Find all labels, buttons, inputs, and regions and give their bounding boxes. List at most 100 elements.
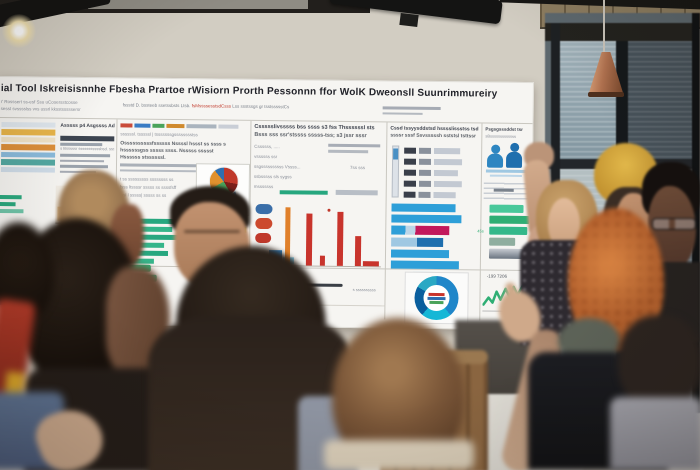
- subtitle-mid-1: fssstd D. bssteeb ssetssbsts Ltsb.: [122, 102, 191, 109]
- people-icon-head-1: [491, 144, 501, 154]
- chart-item: [427, 296, 446, 300]
- chart-item: [391, 214, 462, 224]
- chart-item: [255, 203, 273, 215]
- panel3-right-1: 7ss sss: [349, 164, 366, 171]
- chart-item: [403, 169, 458, 177]
- glass-frame-right: [692, 13, 700, 413]
- chart-item: [428, 292, 445, 296]
- bottom-man-collar: [324, 440, 474, 470]
- chart-item: [134, 123, 151, 128]
- chart-item: [60, 153, 111, 157]
- panel4-heading-1: Cssd Issyysddstsd hsssslissstss tsd: [390, 125, 479, 133]
- pendant-lamp-rim: [588, 92, 624, 97]
- panel2-para-3: Hssssss stssssssl.: [120, 154, 166, 161]
- panel3-label-1: Cssssss, .....: [254, 143, 280, 150]
- bottom-right-hair: [618, 315, 700, 410]
- panel5-sub: sBsssssssssssss: [485, 133, 517, 139]
- glass-pane-upper-right: [628, 41, 692, 159]
- chart-item: [390, 249, 450, 259]
- fixture-bracket: [399, 12, 419, 28]
- chart-item: [362, 261, 379, 267]
- subtitle-mid-red: fsMssssesstsdCsss: [191, 103, 232, 109]
- panel3-oval-chips: [255, 203, 273, 244]
- chart-item: [60, 135, 115, 142]
- panel4-heading-2: ssssr sssf Ssvsssssh sststsl tsttssr: [390, 132, 477, 140]
- chart-item: [429, 300, 444, 304]
- panel4-chip-rows: [403, 147, 463, 199]
- chart-item: [1, 152, 56, 158]
- chart-item: [403, 191, 456, 199]
- chart-item: [0, 202, 16, 207]
- poster-subtitle-left-2: sesst svsssslss vvs ussrl kksstsssssersr: [0, 106, 81, 112]
- footer-right-text: s ssssssssss: [352, 287, 376, 293]
- chart-item: [0, 209, 24, 214]
- person-longhair: [148, 246, 358, 470]
- chart-item: [0, 195, 22, 200]
- panel1-line2: s Bsssssr sssssssssssbsd. ssss s: [60, 145, 115, 152]
- panel1-striped-table: [0, 122, 56, 173]
- chart-item: [0, 167, 55, 173]
- donut-ring: [414, 275, 459, 321]
- panel3-teal-progress: [279, 190, 328, 195]
- chart-item: [59, 164, 108, 168]
- panel4-slider-track: [391, 145, 400, 198]
- person-bottom-right: [610, 315, 700, 470]
- center-man-eyes: [184, 230, 240, 233]
- wave-dark-mark: [493, 188, 514, 192]
- panel3-label-3: ssgssssssssss Vssss...: [253, 163, 301, 170]
- panel3-label-2: vssssss ssr: [254, 153, 278, 160]
- panel1-teal-bars: [0, 195, 24, 214]
- poster-subtitle-left-1: r' Rosssert ss-esf Ssu uCosersstcosse: [0, 99, 78, 105]
- chart-item: [60, 159, 105, 163]
- chart-item: [120, 123, 133, 128]
- chart-item: [354, 236, 362, 267]
- panel3-right-smudge: [328, 143, 381, 154]
- panel5-chip-label: 45s: [477, 228, 484, 234]
- light-bulb-glow: [2, 14, 36, 48]
- chart-item: [1, 137, 56, 143]
- glass-header-beam: [545, 23, 700, 41]
- panel4-blue-bars: [390, 203, 462, 279]
- chart-item: [0, 159, 56, 166]
- person-bottom-man: [324, 318, 474, 470]
- pendant-lamp-cord: [603, 0, 605, 56]
- panel2-header-cells: [120, 123, 239, 129]
- panel3-gray-bar: [335, 189, 378, 196]
- chart-item: [382, 111, 423, 115]
- person-ginger: [568, 208, 664, 353]
- chart-item: [1, 129, 56, 136]
- poster-subtitle-mid: fssstd D. bssteeb ssetssbsts Ltsb. fsMss…: [123, 102, 377, 110]
- chart-item: [1, 122, 56, 128]
- panel4-slider-thumb: [393, 148, 399, 160]
- chart-item: [391, 225, 450, 236]
- chart-item: [382, 106, 441, 110]
- panel1-heading: Asssss p4 Asgssss Adsl ssst: [60, 122, 115, 130]
- poster-title: ial Tool Iskreisisnnhe Fbesha Prartoe rW…: [0, 83, 498, 100]
- eyeglasses: [652, 218, 696, 230]
- bottom-right-gray-top: [610, 397, 700, 470]
- panel3-heading-2: Bsss sss ssr'stssss sssss-tss; s3 jssr s…: [254, 131, 367, 140]
- chart-item: [328, 149, 369, 154]
- chart-item: [152, 123, 165, 128]
- chart-item: [489, 237, 516, 246]
- panel1-bold-line: [60, 135, 115, 147]
- subtitle-mid-2: Lss ssstssgs gr tsstssssstCs: [232, 103, 290, 110]
- panel3-label-5: msssssss: [253, 183, 274, 190]
- chart-item: [186, 124, 217, 129]
- chart-item: [404, 158, 463, 166]
- ceiling-recess: [88, 0, 308, 9]
- chart-item: [328, 143, 381, 148]
- chart-item: [403, 180, 462, 188]
- chart-item: [255, 217, 273, 230]
- panel3-heading-1: Cssssslivsssss bss ssss s3 fss Thssssssl…: [254, 123, 375, 132]
- people-icon-body-1: [486, 153, 504, 168]
- panel5-heading: Psgsgsssddst tsr: [485, 126, 523, 132]
- panel3-red-dot: [327, 208, 331, 212]
- donut-chart-box: [404, 271, 469, 325]
- panel3-label-4: ssbsssss sls sygss: [253, 173, 292, 180]
- subtitle-smudge: [382, 106, 441, 115]
- panel2-row-text: ssssssl. tsssssl | tsssssssgsssssssstss: [120, 131, 198, 138]
- chart-item: [218, 124, 239, 129]
- chart-item: [391, 203, 456, 213]
